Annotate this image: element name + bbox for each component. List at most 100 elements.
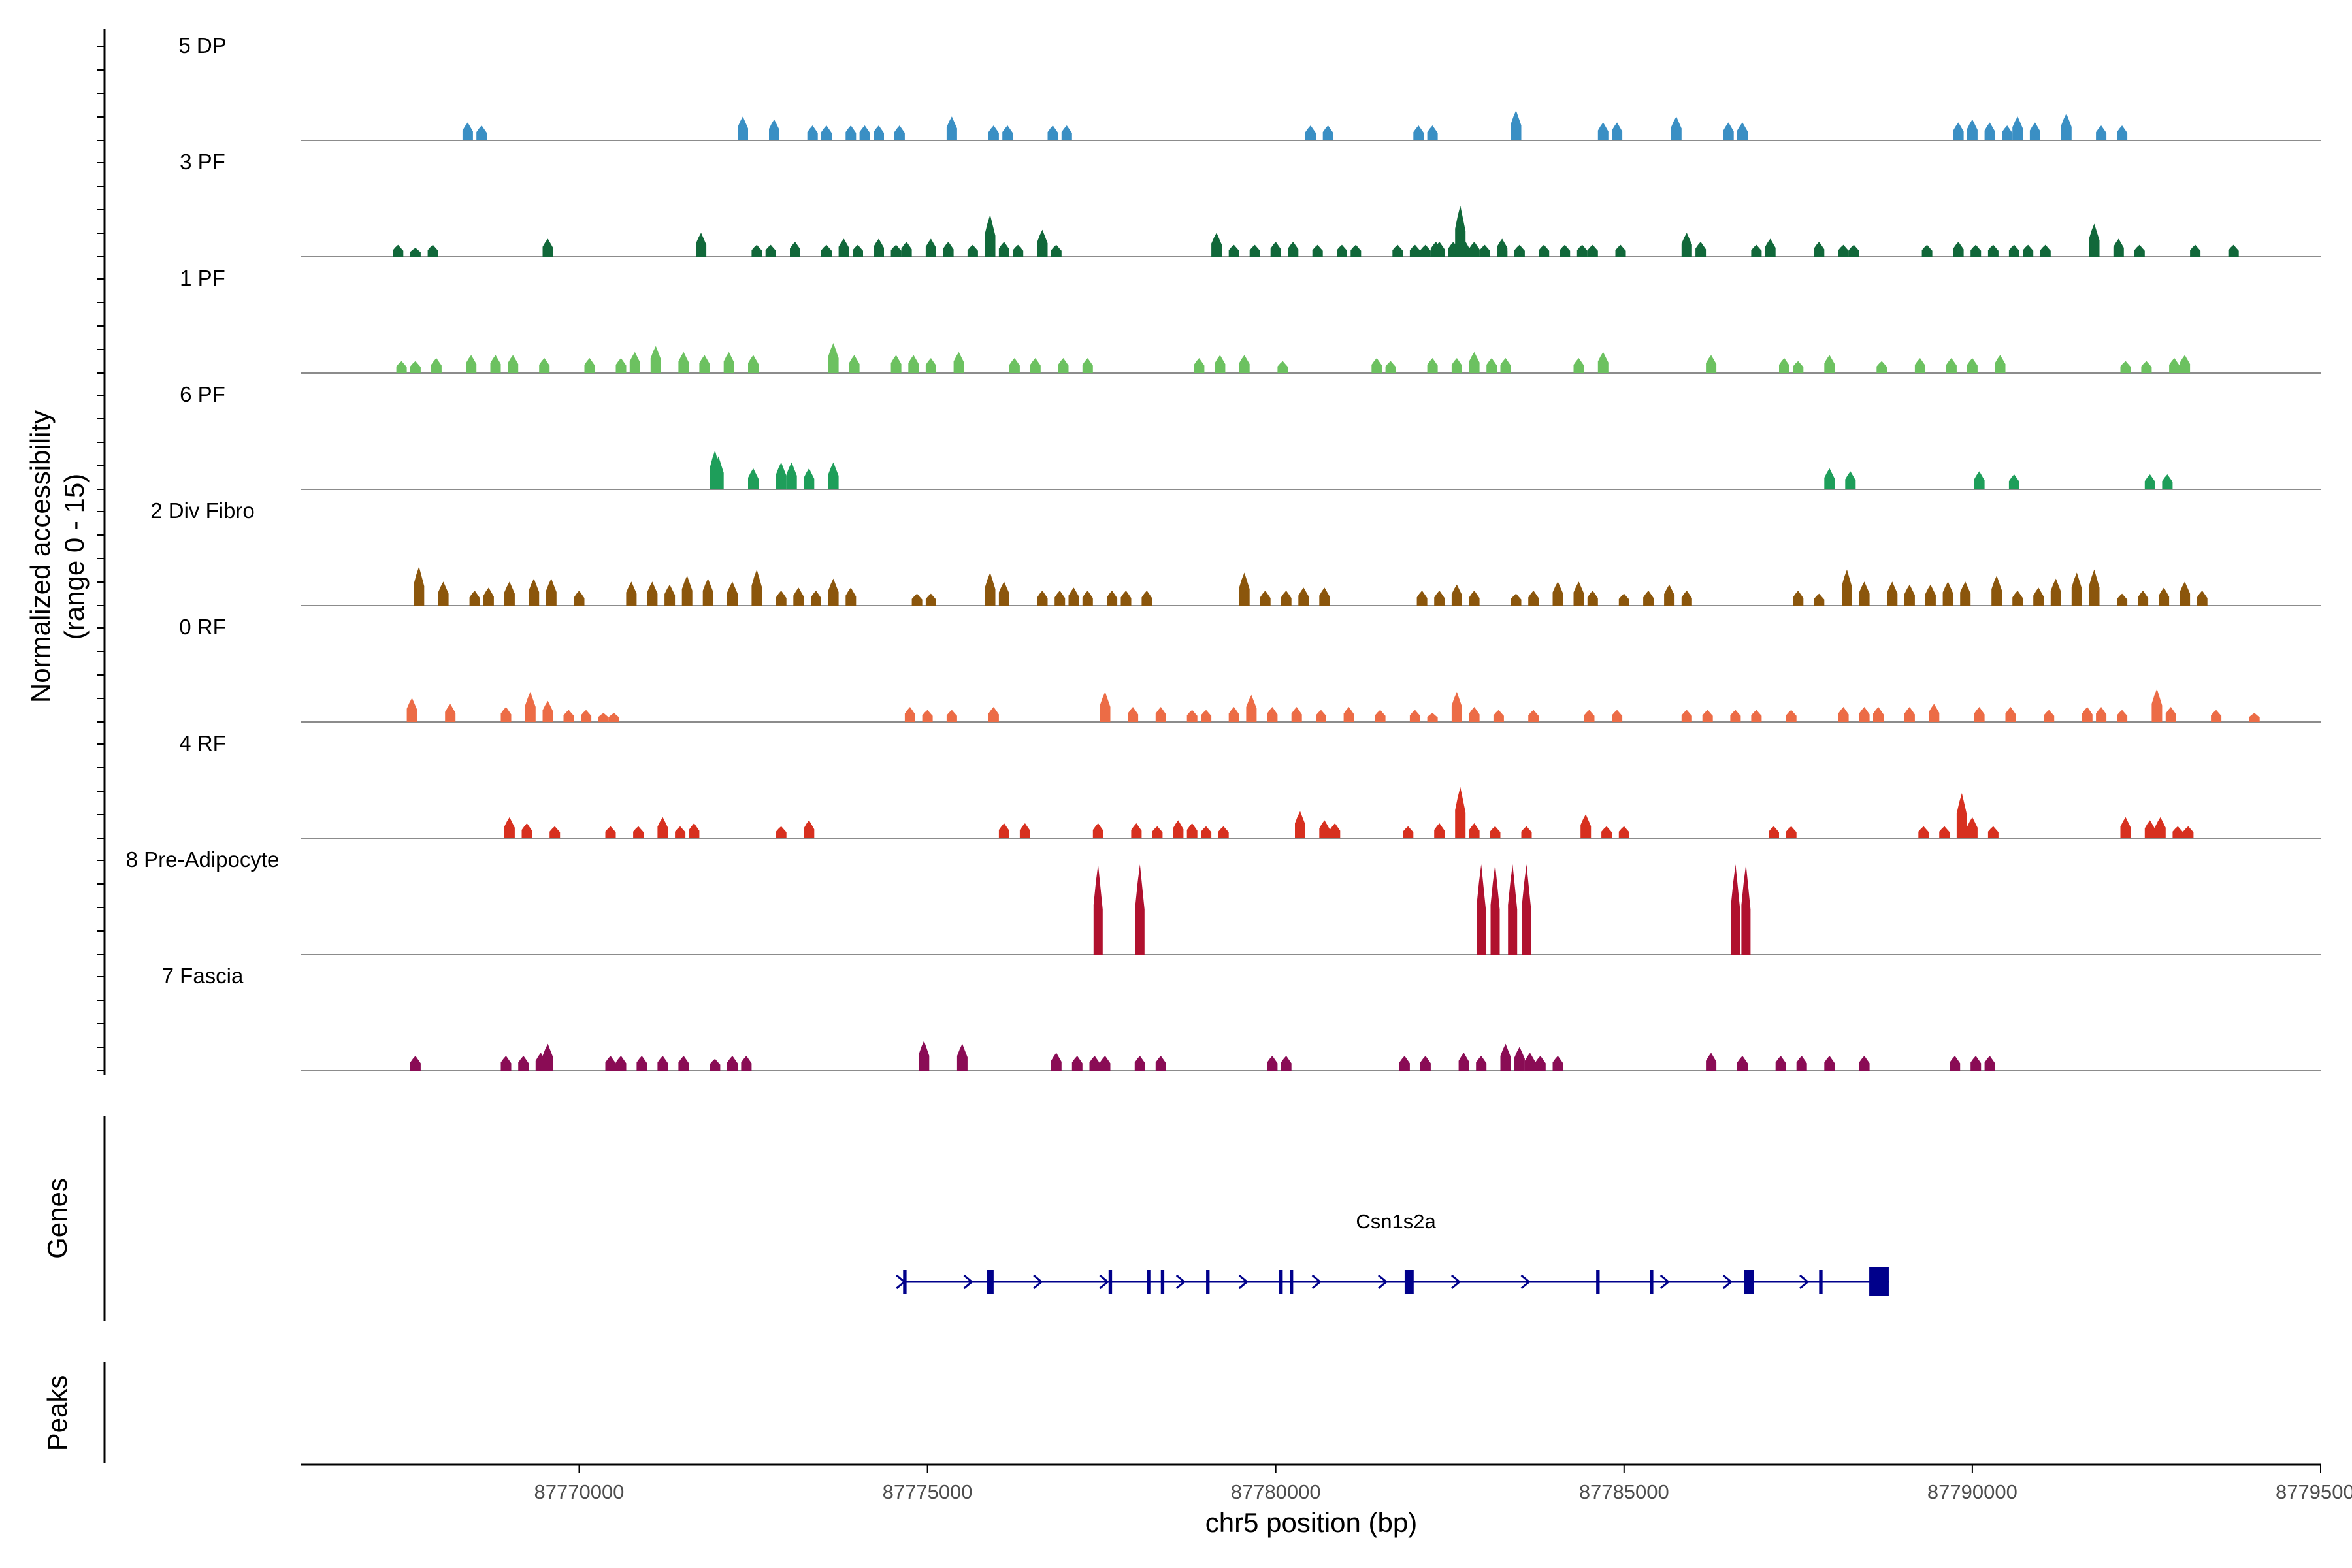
accessibility-peak — [1319, 587, 1330, 606]
accessibility-peak — [1239, 355, 1250, 373]
y-axis — [97, 29, 106, 1075]
accessibility-peak — [1239, 572, 1250, 606]
accessibility-peak — [790, 242, 800, 257]
track-label: 7 Fascia — [162, 964, 244, 988]
accessibility-peak — [445, 704, 456, 722]
strand-arrow — [1722, 1274, 1733, 1290]
accessibility-peak — [748, 355, 759, 373]
accessibility-peak — [1528, 710, 1539, 722]
accessibility-peak — [765, 244, 776, 257]
track-4-rf: 4 RF — [179, 731, 2321, 839]
strand-arrow — [1311, 1274, 1322, 1290]
accessibility-peak — [2033, 587, 2044, 606]
accessibility-peak — [664, 584, 676, 606]
accessibility-peak — [1974, 471, 1985, 489]
track-0-rf: 0 RF — [179, 615, 2321, 723]
accessibility-peak — [838, 238, 849, 257]
accessibility-peak — [696, 233, 707, 257]
accessibility-peak — [1409, 244, 1420, 257]
accessibility-peak — [1385, 361, 1396, 373]
accessibility-peak — [2138, 591, 2149, 606]
strand-arrow — [1799, 1274, 1810, 1290]
accessibility-peak — [2089, 569, 2100, 606]
accessibility-peak — [1490, 864, 1500, 955]
accessibility-peak — [2159, 587, 2170, 606]
accessibility-peak — [1612, 122, 1623, 140]
accessibility-peak — [845, 587, 857, 606]
accessibility-peak — [890, 244, 902, 257]
accessibility-peak — [1082, 358, 1093, 373]
accessibility-peak — [890, 355, 902, 373]
accessibility-peak — [793, 587, 804, 606]
accessibility-peak — [2117, 125, 2128, 140]
gene-exon — [1108, 1270, 1113, 1294]
accessibility-peak — [2180, 355, 2191, 373]
accessibility-peak — [845, 125, 857, 140]
accessibility-peak — [1392, 244, 1403, 257]
accessibility-peak — [1576, 244, 1588, 257]
accessibility-peak — [633, 826, 644, 838]
accessibility-peak — [1528, 591, 1539, 606]
accessibility-peak — [689, 823, 700, 838]
accessibility-peak — [1194, 358, 1205, 373]
accessibility-peak — [2071, 572, 2082, 606]
accessibility-peak — [1970, 1056, 1982, 1071]
track-7-fascia: 7 Fascia — [162, 964, 2321, 1071]
accessibility-peak — [2172, 826, 2183, 838]
accessibility-peak — [1535, 1056, 1546, 1071]
gene-exon — [1279, 1270, 1283, 1294]
accessibility-peak — [1458, 1053, 1469, 1071]
accessibility-peak — [1260, 591, 1271, 606]
accessibility-peak — [1155, 1056, 1166, 1071]
accessibility-peak — [1552, 581, 1563, 606]
accessibility-peak — [1887, 581, 1898, 606]
accessibility-peak — [542, 238, 553, 257]
accessibility-peak — [1765, 238, 1776, 257]
accessibility-peak — [1409, 710, 1420, 722]
accessibility-peak — [1925, 584, 1936, 606]
accessibility-peak — [2089, 223, 2100, 257]
accessibility-peak — [738, 116, 748, 140]
accessibility-peak — [1643, 591, 1654, 606]
accessibility-peak — [1904, 707, 1915, 722]
accessibility-peak — [1451, 692, 1462, 722]
accessibility-peak — [1573, 581, 1584, 606]
accessibility-peak — [2190, 244, 2201, 257]
gene-exon — [1404, 1270, 1414, 1294]
gene-exon — [1596, 1270, 1600, 1294]
accessibility-peak — [1312, 244, 1323, 257]
accessibility-peak — [2134, 244, 2145, 257]
accessibility-peak — [1434, 823, 1445, 838]
accessibility-peak — [2197, 591, 2208, 606]
track-label: 3 PF — [180, 150, 225, 174]
accessibility-peak — [2180, 581, 2191, 606]
accessibility-peak — [1500, 1043, 1511, 1071]
accessibility-peak — [710, 1058, 721, 1071]
accessibility-peak — [1796, 1056, 1807, 1071]
accessibility-peak — [427, 244, 438, 257]
accessibility-peak — [1664, 584, 1675, 606]
x-tick-label: 87785000 — [1579, 1480, 1669, 1503]
track-label: 1 PF — [180, 266, 225, 290]
accessibility-peak — [1786, 826, 1797, 838]
accessibility-peak — [1371, 358, 1382, 373]
accessibility-peak — [500, 707, 512, 722]
accessibility-peak — [1904, 584, 1915, 606]
accessibility-peak — [1009, 358, 1020, 373]
accessibility-peak — [1092, 823, 1103, 838]
gene-exon — [1160, 1270, 1165, 1294]
accessibility-peak — [874, 125, 884, 140]
accessibility-peak — [751, 244, 762, 257]
accessibility-peak — [1918, 826, 1929, 838]
accessibility-peak — [1270, 242, 1281, 257]
accessibility-peak — [414, 566, 425, 606]
accessibility-peak — [675, 826, 686, 838]
genes-panel-label: Genes — [42, 1178, 73, 1259]
accessibility-peak — [702, 578, 713, 606]
accessibility-peak — [2120, 361, 2131, 373]
accessibility-peak — [490, 355, 501, 373]
accessibility-peak — [1469, 351, 1480, 373]
accessibility-peak — [2117, 710, 2128, 722]
accessibility-peak — [521, 823, 532, 838]
